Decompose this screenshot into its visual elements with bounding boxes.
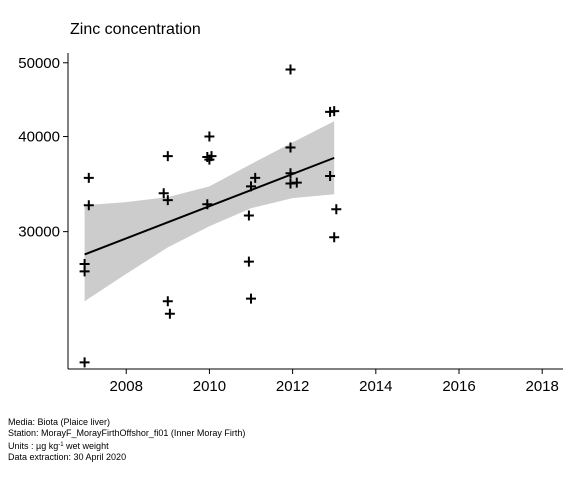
data-point xyxy=(202,199,213,210)
footer-media: Media: Biota (Plaice liver) xyxy=(8,417,111,427)
x-tick-label: 2014 xyxy=(359,378,392,395)
y-tick-label: 50000 xyxy=(18,55,60,72)
footer-units-prefix: Units : µg kg xyxy=(8,440,59,451)
data-point xyxy=(285,142,296,153)
data-point xyxy=(246,293,256,304)
y-tick-label: 30000 xyxy=(18,224,60,241)
footer-units-exponent: -1 xyxy=(58,441,64,448)
data-point xyxy=(243,256,254,267)
data-point xyxy=(162,195,173,206)
zinc-concentration-chart: Zinc concentration 2008 2010 2012 2014 2016 2… xyxy=(18,21,563,395)
data-points-layer xyxy=(79,64,342,368)
data-point xyxy=(164,308,175,319)
x-tick-label: 2012 xyxy=(276,378,309,395)
data-point xyxy=(243,210,254,221)
data-point xyxy=(204,131,215,142)
data-point xyxy=(83,172,94,183)
data-point xyxy=(79,357,90,368)
data-point xyxy=(83,200,94,211)
data-point xyxy=(285,168,296,179)
x-tick-label: 2018 xyxy=(526,378,559,395)
footer-station: Station: MorayF_MorayFirthOffshor_fi01 (… xyxy=(8,428,246,439)
data-point xyxy=(246,181,256,192)
footer-units: Units : µg kg-1 wet weight xyxy=(8,440,245,452)
chart-footer: Media: Biota (Plaice liver) Station: Mor… xyxy=(8,417,245,463)
axes-layer: 2008 2010 2012 2014 2016 2018 30000 40000 50000 xyxy=(18,53,563,395)
data-point xyxy=(162,151,173,162)
y-tick-label: 40000 xyxy=(18,129,60,146)
data-point xyxy=(331,204,342,215)
data-point xyxy=(158,188,169,199)
x-tick-label: 2010 xyxy=(193,378,226,395)
data-point xyxy=(285,64,296,75)
footer-extraction: Data extraction: 30 April 2020 xyxy=(8,451,127,462)
data-point xyxy=(329,106,340,117)
confidence-band-layer xyxy=(84,121,335,302)
footer-units-suffix: wet weight xyxy=(63,440,109,451)
chart-title: Zinc concentration xyxy=(70,21,201,38)
data-point xyxy=(325,171,336,181)
x-tick-label: 2016 xyxy=(442,378,475,395)
data-point xyxy=(79,266,90,277)
data-point xyxy=(250,172,261,183)
confidence-band xyxy=(84,121,335,302)
data-point xyxy=(329,232,340,243)
data-point xyxy=(206,151,217,162)
x-tick-label: 2008 xyxy=(110,378,143,395)
data-point xyxy=(291,177,302,188)
data-point xyxy=(162,296,173,307)
